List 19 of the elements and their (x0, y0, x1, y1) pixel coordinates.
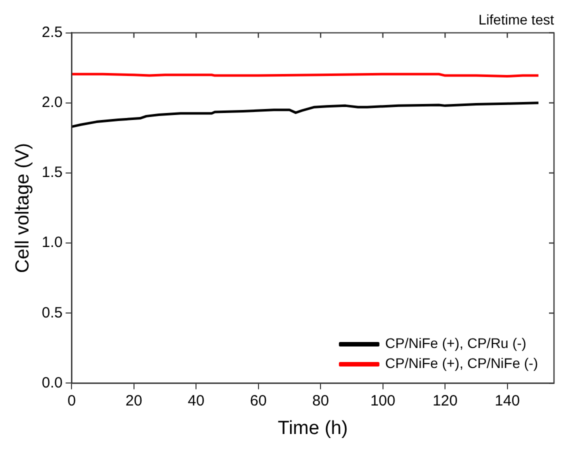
y-tick-label: 2.0 (42, 94, 63, 112)
y-tick-label: 1.5 (42, 164, 63, 182)
y-tick-label: 0.5 (42, 304, 63, 322)
x-tick-label: 80 (312, 392, 329, 410)
x-tick-label: 60 (250, 392, 267, 410)
x-tick-label: 140 (494, 392, 520, 410)
legend-label: CP/NiFe (+), CP/NiFe (-) (385, 355, 538, 372)
x-tick-label: 100 (370, 392, 396, 410)
x-axis-title: Time (h) (278, 418, 348, 439)
y-tick-label: 1.0 (42, 234, 63, 252)
y-tick-label: 0.0 (42, 374, 63, 392)
legend-label: CP/NiFe (+), CP/Ru (-) (385, 335, 526, 352)
y-tick-label: 2.5 (42, 24, 63, 41)
y-axis-title: Cell voltage (V) (12, 143, 34, 273)
x-tick-label: 40 (188, 392, 204, 410)
x-tick-label: 0 (67, 392, 76, 410)
chart-title: Lifetime test (478, 11, 554, 28)
x-tick-label: 120 (432, 392, 458, 410)
x-tick-label: 20 (126, 392, 142, 410)
